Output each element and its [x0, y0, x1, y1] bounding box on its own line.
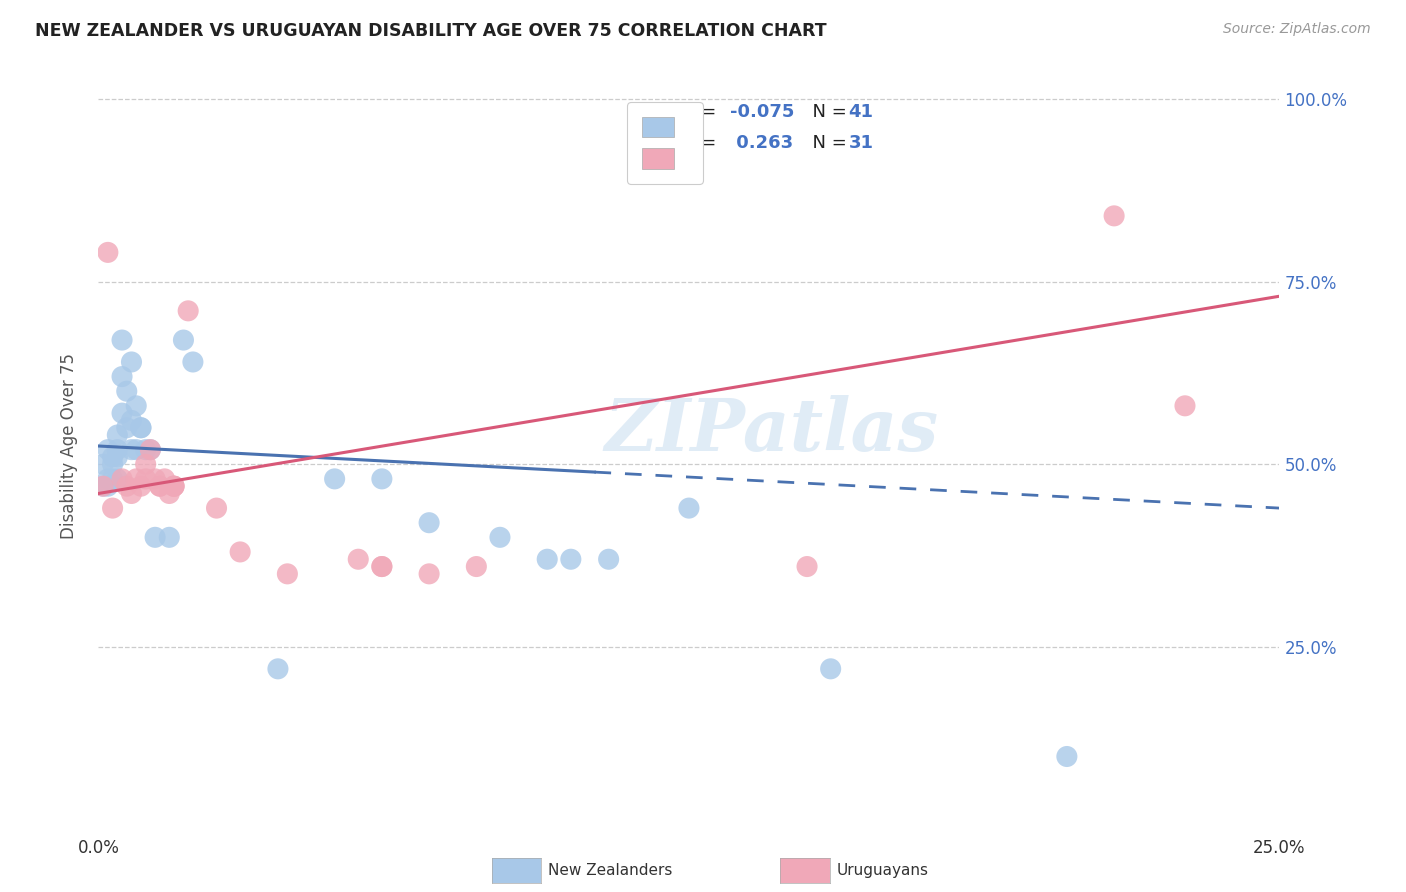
- Point: [153, 472, 176, 486]
- Point: [139, 442, 162, 457]
- Text: 0.263: 0.263: [730, 134, 793, 152]
- Point: [820, 662, 842, 676]
- Point: [97, 479, 120, 493]
- Point: [115, 384, 138, 399]
- Point: [347, 552, 370, 566]
- Point: [101, 450, 124, 464]
- Point: [143, 530, 166, 544]
- Point: [1102, 209, 1125, 223]
- Point: [1056, 749, 1078, 764]
- Point: [97, 442, 120, 457]
- Point: [323, 472, 346, 486]
- Point: [111, 369, 134, 384]
- Point: [91, 479, 114, 493]
- Text: Uruguayans: Uruguayans: [837, 863, 928, 878]
- Point: [796, 559, 818, 574]
- Point: [163, 479, 186, 493]
- Point: [121, 486, 143, 500]
- Point: [560, 552, 582, 566]
- Text: N =: N =: [801, 134, 852, 152]
- Point: [135, 472, 157, 486]
- Point: [97, 245, 120, 260]
- Point: [111, 472, 134, 486]
- Point: [536, 552, 558, 566]
- Point: [149, 479, 172, 493]
- Point: [105, 472, 128, 486]
- Point: [418, 516, 440, 530]
- Point: [135, 457, 157, 471]
- Text: Source: ZipAtlas.com: Source: ZipAtlas.com: [1223, 22, 1371, 37]
- Point: [418, 566, 440, 581]
- Text: 31: 31: [848, 134, 873, 152]
- Point: [229, 545, 252, 559]
- Point: [105, 428, 128, 442]
- Point: [97, 472, 120, 486]
- Point: [163, 479, 186, 493]
- Point: [111, 333, 134, 347]
- Point: [149, 479, 172, 493]
- Text: ZIPatlas: ZIPatlas: [605, 395, 939, 467]
- Point: [129, 421, 152, 435]
- Point: [101, 501, 124, 516]
- Text: R =: R =: [683, 103, 723, 121]
- Point: [121, 355, 143, 369]
- Point: [157, 530, 180, 544]
- Point: [91, 479, 114, 493]
- Point: [371, 472, 394, 486]
- Point: [163, 479, 186, 493]
- Text: New Zealanders: New Zealanders: [548, 863, 672, 878]
- Point: [105, 442, 128, 457]
- Point: [105, 450, 128, 464]
- Point: [115, 421, 138, 435]
- Point: [489, 530, 512, 544]
- Point: [371, 559, 394, 574]
- Point: [205, 501, 228, 516]
- Point: [181, 355, 204, 369]
- Point: [125, 442, 148, 457]
- Y-axis label: Disability Age Over 75: Disability Age Over 75: [59, 353, 77, 539]
- Point: [111, 406, 134, 420]
- Point: [91, 457, 114, 471]
- Point: [172, 333, 194, 347]
- Point: [135, 442, 157, 457]
- Text: R =: R =: [683, 134, 723, 152]
- Point: [129, 421, 152, 435]
- Point: [267, 662, 290, 676]
- Point: [121, 413, 143, 427]
- Text: NEW ZEALANDER VS URUGUAYAN DISABILITY AGE OVER 75 CORRELATION CHART: NEW ZEALANDER VS URUGUAYAN DISABILITY AG…: [35, 22, 827, 40]
- Point: [143, 472, 166, 486]
- Text: N =: N =: [801, 103, 852, 121]
- Point: [1174, 399, 1197, 413]
- Point: [121, 442, 143, 457]
- Legend: , : ,: [627, 103, 703, 184]
- Point: [177, 303, 200, 318]
- Text: 41: 41: [848, 103, 873, 121]
- Text: -0.075: -0.075: [730, 103, 794, 121]
- Point: [129, 479, 152, 493]
- Point: [125, 399, 148, 413]
- Point: [598, 552, 620, 566]
- Point: [101, 457, 124, 471]
- Point: [276, 566, 298, 581]
- Point: [115, 479, 138, 493]
- Point: [678, 501, 700, 516]
- Point: [101, 472, 124, 486]
- Point: [465, 559, 488, 574]
- Point: [157, 486, 180, 500]
- Point: [371, 559, 394, 574]
- Point: [125, 472, 148, 486]
- Point: [139, 442, 162, 457]
